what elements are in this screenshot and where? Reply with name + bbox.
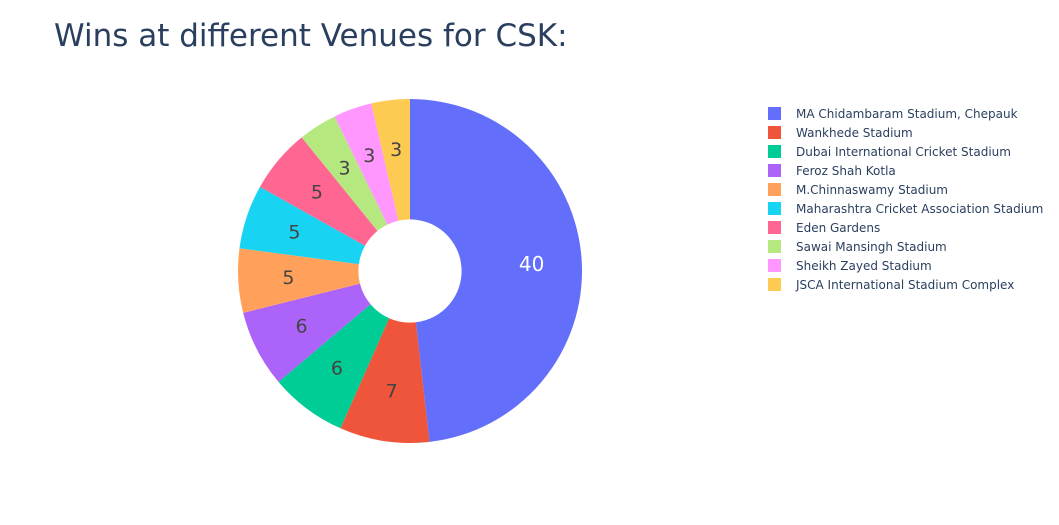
legend-swatch [768,126,781,139]
donut-slice[interactable] [259,137,378,246]
legend-label: JSCA International Stadium Complex [796,277,1015,292]
slice-value-label: 5 [282,267,294,289]
slice-value-label: 7 [386,380,398,402]
legend-swatch [768,221,781,234]
legend-item[interactable]: Sheikh Zayed Stadium [762,256,1043,275]
legend-item[interactable]: Sawai Mansingh Stadium [762,237,1043,256]
slice-value-label: 3 [390,139,402,161]
legend-swatch [768,145,781,158]
legend-item[interactable]: Feroz Shah Kotla [762,161,1043,180]
donut-slice[interactable] [371,99,410,221]
legend-label: Sawai Mansingh Stadium [796,239,947,254]
legend-swatch [768,164,781,177]
donut-slice[interactable] [239,186,365,265]
legend-item[interactable]: Eden Gardens [762,218,1043,237]
legend-label: Dubai International Cricket Stadium [796,144,1011,159]
legend-label: MA Chidambaram Stadium, Chepauk [796,106,1018,121]
chart-legend: MA Chidambaram Stadium, Chepauk Wankhede … [762,104,1043,294]
slice-value-label: 6 [296,316,308,338]
donut-slice[interactable] [340,318,430,443]
donut-slices [237,99,583,443]
donut-slice[interactable] [301,116,388,231]
legend-item[interactable]: M.Chinnaswamy Stadium [762,180,1043,199]
legend-item[interactable]: Maharashtra Cricket Association Stadium [762,199,1043,218]
legend-label: Wankhede Stadium [796,125,913,140]
legend-label: Feroz Shah Kotla [796,163,896,178]
legend-label: Eden Gardens [796,220,881,235]
slice-value-label: 5 [288,221,300,243]
legend-swatch [768,107,781,120]
donut-slice[interactable] [410,99,583,442]
legend-swatch [768,183,781,196]
donut-slice[interactable] [334,103,399,225]
legend-swatch [768,259,781,272]
legend-item[interactable]: Wankhede Stadium [762,123,1043,142]
legend-swatch [768,278,781,291]
legend-label: Maharashtra Cricket Association Stadium [796,201,1044,216]
legend-item[interactable]: Dubai International Cricket Stadium [762,142,1043,161]
donut-slice[interactable] [237,248,360,313]
slice-value-label: 40 [519,252,544,276]
legend-item[interactable]: MA Chidambaram Stadium, Chepauk [762,104,1043,123]
donut-slice[interactable] [243,283,371,382]
legend-swatch [768,240,781,253]
legend-label: M.Chinnaswamy Stadium [796,182,948,197]
slice-value-label: 3 [363,145,375,167]
slice-value-label: 6 [331,357,343,379]
slice-value-label: 5 [311,182,323,204]
chart-title: Wins at different Venues for CSK: [54,18,568,54]
legend-label: Sheikh Zayed Stadium [796,258,932,273]
legend-swatch [768,202,781,215]
slice-value-label: 3 [338,157,350,179]
legend-item[interactable]: JSCA International Stadium Complex [762,275,1043,294]
donut-slice[interactable] [278,304,390,429]
